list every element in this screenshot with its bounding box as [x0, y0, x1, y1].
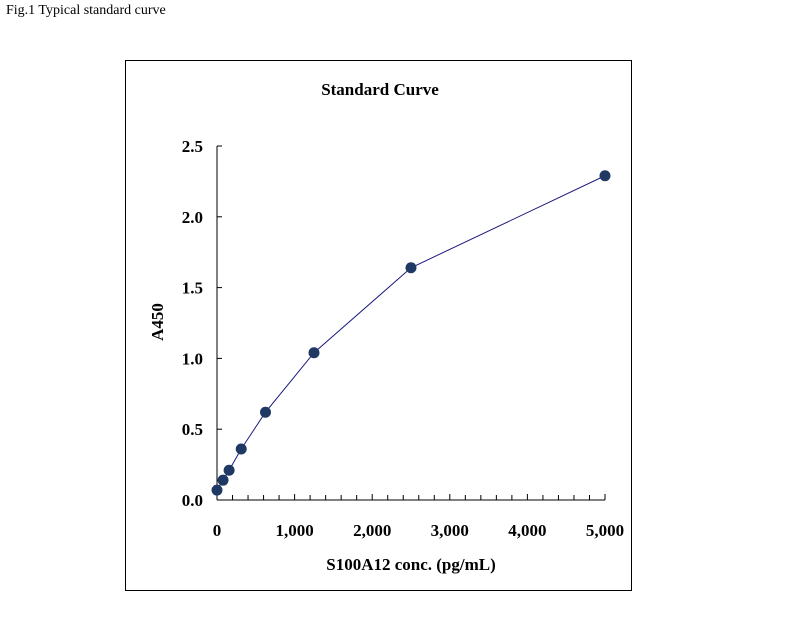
- x-tick-label: 2,000: [353, 521, 391, 540]
- data-point: [217, 474, 229, 486]
- x-tick-label: 4,000: [508, 521, 546, 540]
- axes-group: [216, 146, 605, 501]
- ticks-group: 0.0 0.5 1.0 1.5 2.0 2.5 0 1,000 2,000 3,000 4,000 5…: [182, 137, 624, 540]
- figure-caption: Fig.1 Typical standard curve: [6, 3, 166, 18]
- data-point: [260, 406, 271, 418]
- data-point: [308, 347, 320, 359]
- series-group: [211, 170, 611, 496]
- x-tick-label: 0: [213, 521, 222, 540]
- x-tick-label: 5,000: [586, 521, 624, 540]
- y-tick-label: 2.5: [182, 137, 203, 156]
- y-tick-label: 2.0: [182, 208, 203, 227]
- data-point: [211, 484, 223, 496]
- y-tick-label: 1.5: [182, 279, 203, 298]
- data-point: [235, 443, 247, 455]
- data-point: [405, 262, 417, 274]
- y-tick-label: 0.0: [182, 491, 203, 510]
- chart-title: Standard Curve: [321, 80, 439, 99]
- data-point: [599, 170, 611, 182]
- x-axis-label: S100A12 conc. (pg/mL): [326, 555, 496, 574]
- y-tick-label: 0.5: [182, 420, 203, 439]
- x-tick-label: 3,000: [431, 521, 469, 540]
- y-axis-label: A450: [148, 303, 167, 341]
- chart-frame: [125, 60, 632, 591]
- x-tick-label: 1,000: [275, 521, 313, 540]
- series-line: [216, 175, 606, 491]
- data-point: [223, 464, 235, 476]
- y-tick-label: 1.0: [182, 349, 203, 368]
